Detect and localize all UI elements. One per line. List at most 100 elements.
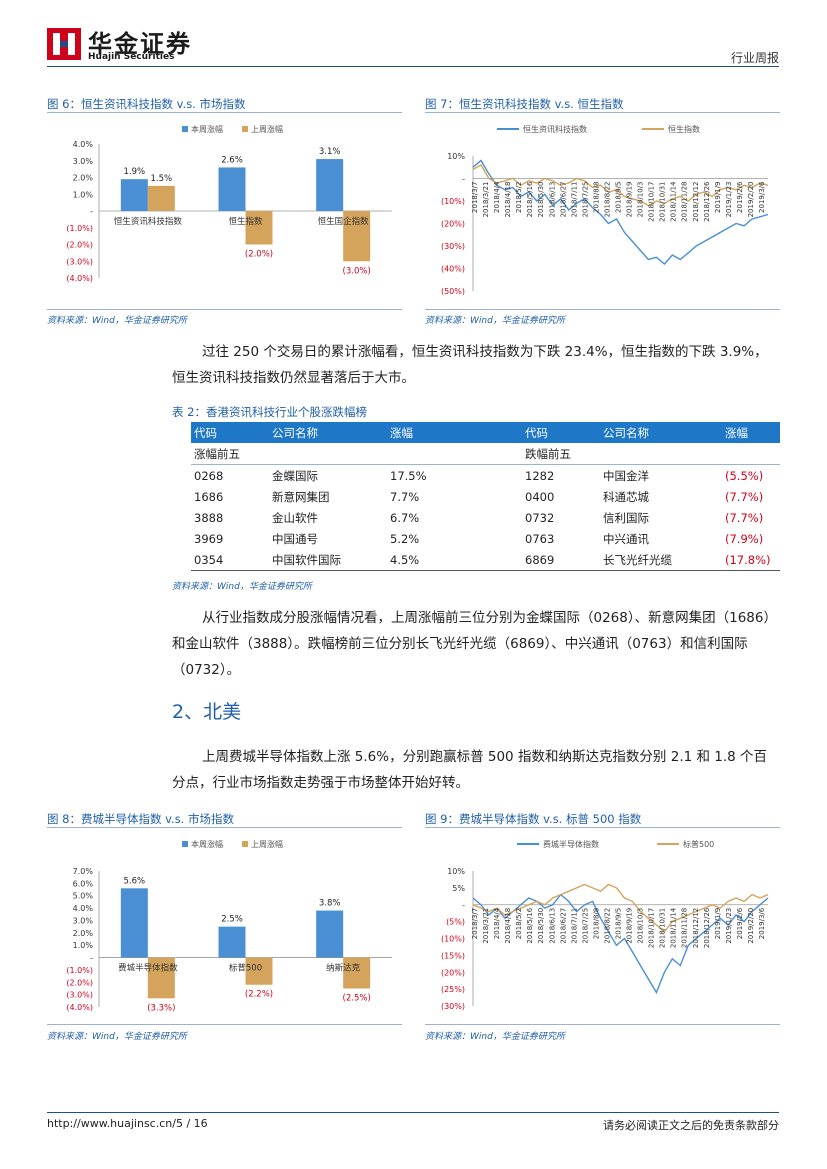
x-tick-label: 2018/7/25 xyxy=(581,182,589,218)
series-line xyxy=(472,159,769,265)
x-tick-label: 2019/1/9 xyxy=(714,182,722,213)
bar xyxy=(343,211,371,262)
bar xyxy=(218,167,246,211)
legend-label: 恒生资讯科技指数 xyxy=(523,124,587,134)
table-cell: 1686 xyxy=(194,489,224,504)
fig7-title-rule xyxy=(425,112,780,113)
table-cell: 中国金洋 xyxy=(603,468,649,483)
paragraph-cumulative-text: 过往 250 个交易日的累计涨幅看，恒生资讯科技指数为下跌 23.4%，恒生指数… xyxy=(172,344,768,386)
table-row: 3969 中国通号 5.2% 0763 中兴通讯 (7.9%) xyxy=(191,528,780,549)
fig6-title-rule xyxy=(47,112,402,113)
bar xyxy=(316,159,344,211)
y-tick-label: (5%) xyxy=(446,918,465,927)
fig8-source: 资料来源：Wind，华金证券研究所 xyxy=(47,1032,187,1042)
y-tick-label: 10% xyxy=(447,152,465,161)
table-cell: 17.5% xyxy=(390,468,427,483)
y-tick-label: (10%) xyxy=(441,197,465,206)
fig7-bottom-rule xyxy=(425,309,780,310)
table-cell: 0732 xyxy=(525,510,555,525)
y-tick-label: 2.0% xyxy=(73,174,94,183)
table-cell: 科通芯城 xyxy=(603,489,649,504)
table-cell: 金山软件 xyxy=(272,510,318,525)
bar-value-label: (3.0%) xyxy=(343,266,371,276)
category-label: 标普500 xyxy=(229,963,262,974)
x-tick-label: 2019/3/6 xyxy=(758,907,766,939)
x-tick-label: 2018/10/17 xyxy=(648,182,656,222)
bar-value-label: (3.3%) xyxy=(147,1003,175,1013)
table-cell: 新意网集团 xyxy=(272,489,330,504)
col-header: 涨幅 xyxy=(387,422,522,443)
fig6-chart: 本周涨幅 上周涨幅 4.0% 3.0% 2.0% 1.0% - (1.0%) (2.0%) (3.… xyxy=(66,124,392,283)
legend-label: 费城半导体指数 xyxy=(543,839,599,849)
x-tick-label: 2018/9/5 xyxy=(615,908,623,939)
x-tick-label: 2018/12/26 xyxy=(703,907,711,948)
x-tick-label: 2018/7/11 xyxy=(570,908,578,944)
y-tick-label: 6.0% xyxy=(73,879,94,888)
x-tick-label: 2018/10/17 xyxy=(648,908,656,948)
table-cell: 中国通号 xyxy=(272,531,318,546)
y-tick-label: 5% xyxy=(452,884,465,893)
x-tick-label: 2019/1/23 xyxy=(725,908,733,944)
footer-divider xyxy=(47,1112,779,1113)
y-tick-label: (4.0%) xyxy=(66,274,93,283)
losers-subheader: 跌幅前五 xyxy=(522,443,780,465)
fig7-title: 图 7：恒生资讯科技指数 v.s. 恒生指数 xyxy=(425,97,624,111)
legend-label: 本周涨幅 xyxy=(191,839,223,849)
paragraph-cumulative: 过往 250 个交易日的累计涨幅看，恒生资讯科技指数为下跌 23.4%，恒生指数… xyxy=(172,339,780,391)
report-type: 行业周报 xyxy=(730,51,779,65)
table-cell: 3888 xyxy=(194,510,224,525)
x-tick-label: 2018/11/14 xyxy=(670,907,678,948)
category-label: 纳斯达克 xyxy=(326,963,361,974)
legend-label: 标普500 xyxy=(683,839,714,849)
x-tick-label: 2018/4/18 xyxy=(504,182,512,218)
bar-value-label: 3.8% xyxy=(319,899,341,909)
gainers-subheader: 涨幅前五 xyxy=(191,443,522,465)
table-cell: 长飞光纤光缆 xyxy=(600,549,722,571)
table-cell: 0400 xyxy=(525,489,555,504)
table-row: 0268 金蝶国际 17.5% 1282 中国金洋 (5.5%) xyxy=(191,465,780,487)
fig6-bottom-rule xyxy=(47,309,402,310)
fig8-chart: 本周涨幅 上周涨幅 7.0% 6.0% 5.0% 4.0% 3.0% 2.0% 1.0% - (1.… xyxy=(66,839,392,1013)
y-tick-label: (30%) xyxy=(441,242,465,251)
x-tick-label: 2018/8/8 xyxy=(592,908,600,939)
category-label: 恒生国企指数 xyxy=(318,216,370,227)
y-tick-label: 3.0% xyxy=(73,157,94,166)
table-cell: 金蝶国际 xyxy=(272,468,318,483)
legend-label: 本周涨幅 xyxy=(191,124,223,134)
series-line xyxy=(472,164,769,207)
x-tick-label: 2018/8/8 xyxy=(592,182,600,213)
x-tick-label: 2018/7/25 xyxy=(581,908,589,944)
fig6-title: 图 6：恒生资讯科技指数 v.s. 市场指数 xyxy=(47,97,246,111)
table-row: 0354 中国软件国际 4.5% 6869 长飞光纤光缆 (17.8%) xyxy=(191,549,780,571)
x-tick-label: 2019/3/6 xyxy=(758,181,766,213)
table-subheader-row: 涨幅前五 跌幅前五 xyxy=(191,443,780,465)
x-tick-label: 2018/9/5 xyxy=(615,182,623,213)
fig6-source: 资料来源：Wind，华金证券研究所 xyxy=(47,316,187,326)
y-tick-label: - xyxy=(462,175,465,184)
y-tick-label: (20%) xyxy=(441,968,465,977)
fig7-source: 资料来源：Wind，华金证券研究所 xyxy=(425,316,565,326)
bar xyxy=(147,957,175,999)
fig9-bottom-rule xyxy=(425,1024,780,1025)
x-tick-label: 2018/11/28 xyxy=(681,908,689,948)
fig9-title: 图 9：费城半导体指数 v.s. 标普 500 指数 xyxy=(425,812,642,826)
bar xyxy=(120,888,148,958)
x-tick-label: 2018/5/16 xyxy=(526,907,534,943)
table-cell: (7.7%) xyxy=(725,510,764,525)
x-tick-label: 2018/3/7 xyxy=(471,908,479,939)
x-tick-label: 2019/2/6 xyxy=(736,181,744,213)
x-tick-label: 2018/8/22 xyxy=(603,182,611,218)
x-tick-label: 2018/4/18 xyxy=(504,908,512,944)
table-cell: 中兴通讯 xyxy=(603,531,649,546)
y-tick-label: 2.0% xyxy=(73,929,94,938)
table-cell: 信利国际 xyxy=(603,510,649,525)
x-tick-label: 2018/6/13 xyxy=(548,908,556,944)
table-cell: (7.7%) xyxy=(725,489,764,504)
x-tick-label: 2018/10/31 xyxy=(659,182,667,222)
category-label: 恒生指数 xyxy=(228,216,263,227)
header-divider xyxy=(47,66,779,67)
paragraph-sox: 上周费城半导体指数上涨 5.6%，分别跑赢标普 500 指数和纳斯达克指数分别 … xyxy=(172,744,780,796)
col-header: 代码 xyxy=(522,422,600,443)
x-tick-label: 2018/9/19 xyxy=(626,908,634,944)
y-tick-label: 4.0% xyxy=(73,904,94,913)
